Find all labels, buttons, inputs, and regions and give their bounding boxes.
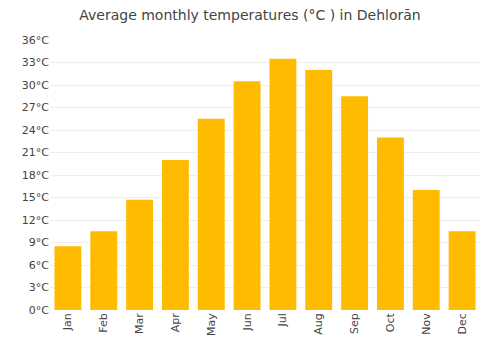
svg-text:May: May [205, 313, 218, 336]
svg-text:Feb: Feb [97, 313, 110, 332]
svg-text:24°C: 24°C [22, 124, 49, 137]
svg-text:Apr: Apr [169, 313, 182, 333]
svg-text:36°C: 36°C [22, 34, 49, 47]
svg-text:Aug: Aug [312, 313, 325, 334]
svg-text:21°C: 21°C [22, 146, 49, 159]
svg-text:Oct: Oct [384, 313, 397, 333]
svg-text:27°C: 27°C [22, 101, 49, 114]
svg-text:Jun: Jun [241, 313, 254, 331]
svg-text:Sep: Sep [348, 313, 361, 334]
svg-text:6°C: 6°C [29, 259, 49, 272]
svg-text:12°C: 12°C [22, 214, 49, 227]
svg-text:Jul: Jul [276, 313, 289, 327]
svg-text:0°C: 0°C [29, 304, 49, 317]
svg-text:Average monthly temperatures (: Average monthly temperatures (°C ) in De… [79, 7, 421, 23]
svg-text:30°C: 30°C [22, 79, 49, 92]
svg-text:33°C: 33°C [22, 56, 49, 69]
svg-text:Mar: Mar [133, 313, 146, 334]
svg-text:Nov: Nov [420, 313, 433, 335]
svg-text:3°C: 3°C [29, 281, 49, 294]
svg-text:Dec: Dec [456, 313, 469, 334]
svg-text:15°C: 15°C [22, 191, 49, 204]
svg-text:18°C: 18°C [22, 169, 49, 182]
svg-text:Jan: Jan [61, 313, 74, 331]
svg-text:9°C: 9°C [29, 236, 49, 249]
